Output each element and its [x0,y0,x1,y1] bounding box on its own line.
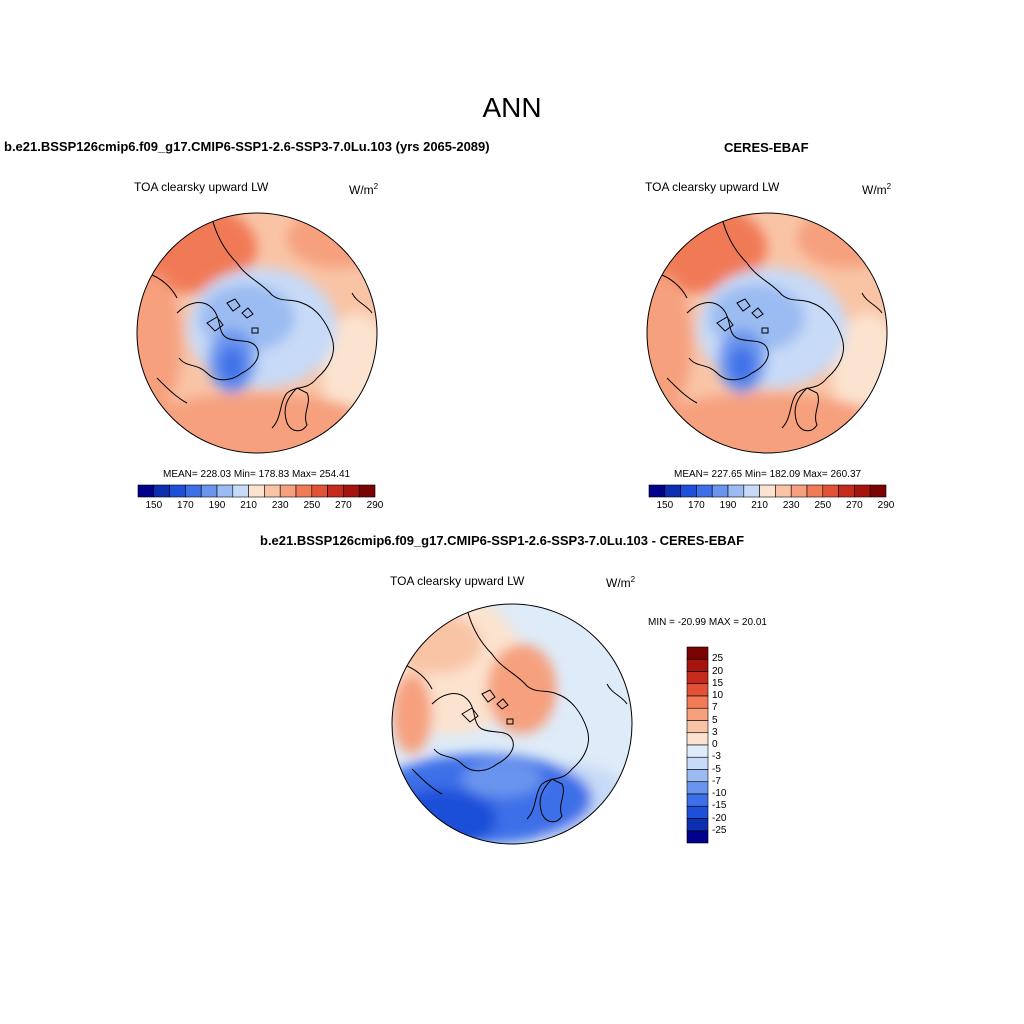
colorbar-diff-swatch [686,720,709,734]
colorbar-diff-swatch [686,695,709,709]
colorbar-1-swatch [264,484,281,498]
panel-1-units: W/m2 [349,182,379,197]
colorbar-2-swatch [790,484,808,498]
colorbar-diff-tick-label: -5 [712,763,721,775]
colorbar-1-swatch [248,484,265,498]
colorbar-2-tick-label: 170 [688,500,705,511]
colorbar-1-swatch [185,484,202,498]
panel-diff-variable-label: TOA clearsky upward LW [390,574,525,588]
colorbar-1-swatch [200,484,218,498]
colorbar-panel-1 [137,484,376,498]
colorbar-1-swatch [358,484,376,498]
colorbar-2-swatch [743,484,760,498]
panel-1-variable-label: TOA clearsky upward LW [134,180,269,194]
panel-2-variable-label: TOA clearsky upward LW [645,180,780,194]
colorbar-2-swatch [838,484,855,498]
colorbar-diff-tick-label: 5 [712,714,718,726]
colorbar-diff-swatch [686,707,709,721]
colorbar-1-swatch [169,484,186,498]
colorbar-diff-swatch [686,756,709,770]
colorbar-1-tick-label: 170 [177,500,194,511]
colorbar-diff-swatch [686,769,709,783]
colorbar-2-tick-label: 250 [814,500,832,511]
colorbar-2-swatch [680,484,697,498]
colorbar-2-tick-label: 210 [751,500,768,511]
colorbar-1-tick-label: 290 [366,500,384,511]
colorbar-2-tick-label: 230 [782,500,800,511]
colorbar-panel-2 [648,484,887,498]
colorbar-diff-swatch [686,793,709,807]
colorbar-2-swatch [648,484,666,498]
colorbar-diff [686,646,709,844]
colorbar-1-tick-label: 230 [271,500,289,511]
colorbar-diff-tick-label: 25 [712,653,724,665]
colorbar-2-swatch [727,484,745,498]
colorbar-1-swatch [311,484,328,498]
panel-1-stats: MEAN= 228.03 Min= 178.83 Max= 254.41 [163,469,351,480]
colorbar-2-swatch [854,484,871,498]
colorbar-1-tick-label: 190 [208,500,226,511]
colorbar-1-swatch [216,484,234,498]
colorbar-diff-tick-label: -20 [712,812,727,824]
colorbar-1-swatch [232,484,249,498]
map-panel-1 [136,212,378,454]
colorbar-1-swatch [137,484,155,498]
colorbar-1-swatch [327,484,344,498]
panel-2-units: W/m2 [862,182,892,197]
colorbar-2-swatch [664,484,681,498]
colorbar-2-swatch [822,484,839,498]
colorbar-diff-swatch [686,830,709,844]
colorbar-1-tick-label: 150 [145,500,163,511]
panel-2-case-title: CERES-EBAF [724,140,809,155]
main-title: ANN [482,92,542,123]
colorbar-2-swatch [806,484,824,498]
colorbar-diff-tick-label: -15 [712,800,727,812]
colorbar-2-swatch [775,484,792,498]
map-panel-diff [391,603,633,845]
colorbar-2-swatch [711,484,729,498]
colorbar-1-swatch [295,484,313,498]
colorbar-diff-swatch [686,732,709,746]
colorbar-diff-swatch [686,818,709,832]
colorbar-1-swatch [279,484,297,498]
colorbar-1-tick-label: 270 [335,500,352,511]
colorbar-diff-swatch [686,805,709,819]
colorbar-diff-swatch [686,671,709,685]
colorbar-2-tick-label: 270 [846,500,863,511]
colorbar-1-swatch [343,484,360,498]
colorbar-diff-swatch [686,646,709,660]
colorbar-diff-tick-label: -10 [712,788,727,799]
colorbar-1-tick-label: 250 [303,500,321,511]
colorbar-diff-tick-label: 3 [712,726,718,738]
colorbar-diff-swatch [686,683,709,697]
colorbar-diff-tick-label: -3 [712,751,721,763]
colorbar-2-tick-label: 190 [719,500,737,511]
colorbar-diff-swatch [686,658,709,672]
colorbar-2-tick-label: 150 [656,500,674,511]
colorbar-1-swatch [153,484,170,498]
colorbar-diff-swatch [686,781,709,795]
colorbar-2-swatch [696,484,713,498]
colorbar-diff-tick-label: 10 [712,690,724,701]
colorbar-2-swatch [869,484,887,498]
panel-diff-stats: MIN = -20.99 MAX = 20.01 [648,617,767,628]
colorbar-diff-tick-label: 0 [712,739,718,750]
panel-diff-units: W/m2 [606,575,636,590]
colorbar-diff-swatch [686,744,709,758]
panel-1-case-title: b.e21.BSSP126cmip6.f09_g17.CMIP6-SSP1-2.… [4,139,490,154]
colorbar-diff-tick-label: -7 [712,775,721,787]
colorbar-diff-tick-label: -25 [712,824,727,836]
colorbar-diff-tick-label: 15 [712,677,724,689]
panel-diff-case-title: b.e21.BSSP126cmip6.f09_g17.CMIP6-SSP1-2.… [260,533,745,548]
map-panel-2 [646,212,888,454]
colorbar-2-swatch [759,484,776,498]
panel-2-stats: MEAN= 227.65 Min= 182.09 Max= 260.37 [674,469,862,480]
colorbar-1-tick-label: 210 [240,500,257,511]
colorbar-diff-tick-label: 20 [712,665,724,677]
colorbar-diff-tick-label: 7 [712,702,718,714]
colorbar-2-tick-label: 290 [877,500,895,511]
